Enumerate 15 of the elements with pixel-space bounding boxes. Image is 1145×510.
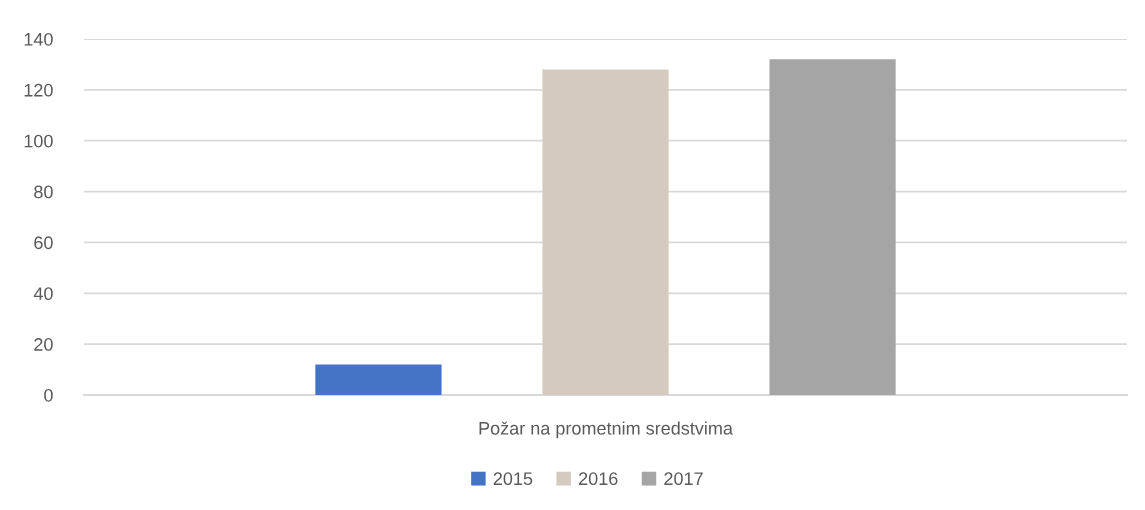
legend-label: 2015 xyxy=(493,472,533,486)
x-tick-label: Požar na prometnim sredstvima xyxy=(479,421,733,439)
legend-label: 2016 xyxy=(579,472,618,486)
y-tick-label: 60 xyxy=(34,236,53,250)
bar xyxy=(315,364,442,395)
y-tick-label: 80 xyxy=(34,185,53,199)
y-tick-label: 120 xyxy=(24,83,53,97)
y-tick-label: 100 xyxy=(24,134,53,148)
legend-label: 2017 xyxy=(664,472,703,486)
y-tick-label: 140 xyxy=(24,32,53,46)
bar xyxy=(542,69,669,395)
y-tick-label: 20 xyxy=(34,338,53,351)
y-tick-label: 0 xyxy=(44,388,53,402)
y-tick-label: 40 xyxy=(33,287,53,301)
bar xyxy=(769,59,896,395)
